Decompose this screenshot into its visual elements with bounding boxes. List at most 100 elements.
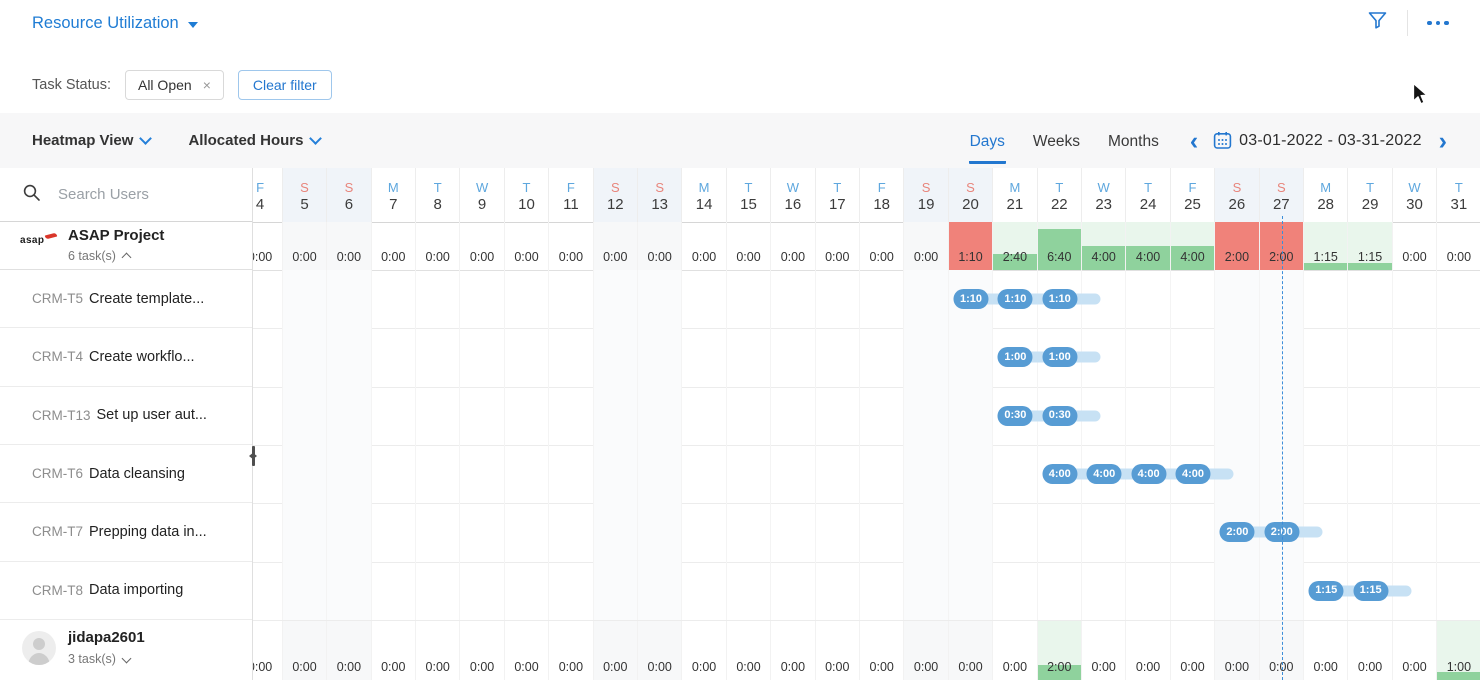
allocation-pill[interactable]: 4:00: [1042, 464, 1101, 485]
heat-cell[interactable]: 0:00: [327, 619, 372, 680]
heat-cell[interactable]: 0:00: [993, 619, 1038, 680]
heat-cell[interactable]: 0:00: [282, 222, 328, 270]
sidebar-task-row[interactable]: CRM-T8 Data importing: [0, 561, 252, 620]
heat-cell[interactable]: 0:00: [1126, 619, 1171, 680]
clear-filter-button[interactable]: Clear filter: [237, 69, 332, 100]
close-icon[interactable]: ×: [202, 76, 211, 93]
heat-cell[interactable]: 4:00: [1126, 222, 1171, 270]
heat-cell[interactable]: 1:00: [1437, 619, 1480, 680]
heat-cell[interactable]: 0:00: [682, 222, 727, 270]
heat-cell[interactable]: 0:00: [816, 619, 860, 680]
day-header: S 26: [1215, 168, 1260, 222]
heat-cell[interactable]: 6:40: [1037, 222, 1082, 270]
user-row[interactable]: jidapa2601 3 task(s): [0, 620, 252, 680]
next-period-button[interactable]: ›: [1438, 126, 1447, 155]
more-options-button[interactable]: [1424, 9, 1452, 37]
search-input[interactable]: [56, 185, 210, 204]
allocation-pill[interactable]: 4:00: [1086, 464, 1145, 485]
heat-cell[interactable]: 0:00: [549, 619, 594, 680]
heat-cell[interactable]: 0:00: [904, 222, 949, 270]
allocation-pill[interactable]: 1:10: [953, 289, 1012, 310]
calendar-icon[interactable]: [1213, 131, 1232, 150]
user-task-count-toggle[interactable]: 3 task(s): [68, 652, 132, 666]
heat-cell[interactable]: 0:00: [1215, 619, 1260, 680]
heat-cell[interactable]: 0:00: [372, 619, 416, 680]
sidebar-task-row[interactable]: CRM-T6 Data cleansing: [0, 444, 252, 504]
allocation-pill[interactable]: 1:15: [1308, 580, 1367, 601]
heat-cell[interactable]: 0:00: [1348, 619, 1393, 680]
heat-cell[interactable]: 0:00: [372, 222, 416, 270]
heat-cell[interactable]: 0:00: [682, 619, 727, 680]
heat-cell[interactable]: 0:00: [282, 619, 328, 680]
allocation-pill[interactable]: 1:00: [1042, 347, 1101, 368]
allocation-pill[interactable]: 1:00: [997, 347, 1056, 368]
heat-cell[interactable]: 0:00: [593, 619, 638, 680]
heat-cell[interactable]: 0:00: [252, 222, 283, 270]
heat-cell[interactable]: 0:00: [1082, 619, 1127, 680]
project-task-count-toggle[interactable]: 6 task(s): [68, 249, 132, 263]
project-row[interactable]: asap ASAP Project 6 task(s): [0, 222, 252, 270]
heat-cell[interactable]: 0:00: [816, 222, 860, 270]
heat-cell[interactable]: 0:00: [252, 619, 283, 680]
sidebar-task-row[interactable]: CRM-T5 Create template...: [0, 270, 252, 329]
view-mode-dropdown[interactable]: Heatmap View: [32, 132, 153, 149]
heat-cell[interactable]: 0:00: [727, 222, 772, 270]
date-range-text[interactable]: 03-01-2022 - 03-31-2022: [1239, 131, 1422, 149]
heat-cell[interactable]: 0:00: [1393, 619, 1438, 680]
prev-period-button[interactable]: ‹: [1189, 126, 1199, 155]
heat-cell[interactable]: 0:00: [860, 222, 905, 270]
heat-cell[interactable]: 0:00: [460, 619, 505, 680]
tab-days[interactable]: Days: [968, 118, 1006, 164]
sidebar-task-row[interactable]: CRM-T4 Create workflo...: [0, 328, 252, 387]
allocation-pill[interactable]: 1:10: [997, 289, 1056, 310]
heat-cell[interactable]: 1:10: [948, 222, 994, 270]
heat-cell[interactable]: 0:00: [771, 619, 816, 680]
heat-cell[interactable]: 0:00: [549, 222, 594, 270]
heat-cell[interactable]: 0:00: [1259, 619, 1304, 680]
grid-cell: [1259, 386, 1304, 445]
metric-dropdown[interactable]: Allocated Hours: [188, 132, 323, 149]
heat-cell[interactable]: 0:00: [505, 222, 550, 270]
heat-cell[interactable]: 0:00: [948, 619, 994, 680]
heat-cell[interactable]: 0:00: [1171, 619, 1216, 680]
heat-cell[interactable]: 2:00: [1037, 619, 1082, 680]
heat-cell[interactable]: 1:15: [1304, 222, 1349, 270]
filter-button[interactable]: [1363, 9, 1391, 37]
heat-cell[interactable]: 0:00: [904, 619, 949, 680]
heat-cell[interactable]: 2:00: [1259, 222, 1304, 270]
heat-cell[interactable]: 0:00: [505, 619, 550, 680]
heat-cell[interactable]: 0:00: [1304, 619, 1349, 680]
heat-cell[interactable]: 0:00: [727, 619, 772, 680]
heat-cell[interactable]: 0:00: [593, 222, 638, 270]
allocation-pill[interactable]: 1:10: [1042, 289, 1101, 310]
heat-cell[interactable]: 2:40: [993, 222, 1038, 270]
heat-cell[interactable]: 0:00: [460, 222, 505, 270]
sidebar-resize-handle[interactable]: [245, 446, 261, 466]
heat-cell[interactable]: 1:15: [1348, 222, 1393, 270]
heat-cell[interactable]: 0:00: [638, 619, 683, 680]
heat-cell[interactable]: 4:00: [1170, 222, 1216, 270]
heat-cell[interactable]: 0:00: [638, 222, 683, 270]
allocation-pill[interactable]: 0:30: [997, 405, 1056, 426]
heat-cell[interactable]: 0:00: [771, 222, 816, 270]
heat-cell[interactable]: 4:00: [1082, 222, 1127, 270]
heat-cell[interactable]: 0:00: [327, 222, 372, 270]
tab-weeks[interactable]: Weeks: [1032, 132, 1080, 150]
heat-cell[interactable]: 0:00: [1393, 222, 1438, 270]
heat-cell[interactable]: 0:00: [416, 222, 461, 270]
allocation-pill[interactable]: 1:15: [1353, 580, 1412, 601]
allocation-pill[interactable]: 2:00: [1219, 522, 1278, 543]
heat-cell[interactable]: 0:00: [416, 619, 461, 680]
heat-cell[interactable]: 2:00: [1215, 222, 1260, 270]
heat-cell[interactable]: 0:00: [860, 619, 905, 680]
status-filter-chip[interactable]: All Open ×: [124, 69, 224, 100]
sidebar-task-row[interactable]: CRM-T13 Set up user aut...: [0, 386, 252, 445]
heat-cell[interactable]: 0:00: [1437, 222, 1480, 270]
allocation-pill[interactable]: 4:00: [1131, 464, 1190, 485]
tab-months[interactable]: Months: [1107, 132, 1159, 150]
allocation-pill[interactable]: 4:00: [1175, 464, 1234, 485]
view-title-dropdown[interactable]: Resource Utilization: [32, 14, 198, 33]
sidebar-task-row[interactable]: CRM-T7 Prepping data in...: [0, 503, 252, 562]
grid-cell: [252, 503, 283, 562]
allocation-pill[interactable]: 0:30: [1042, 405, 1101, 426]
